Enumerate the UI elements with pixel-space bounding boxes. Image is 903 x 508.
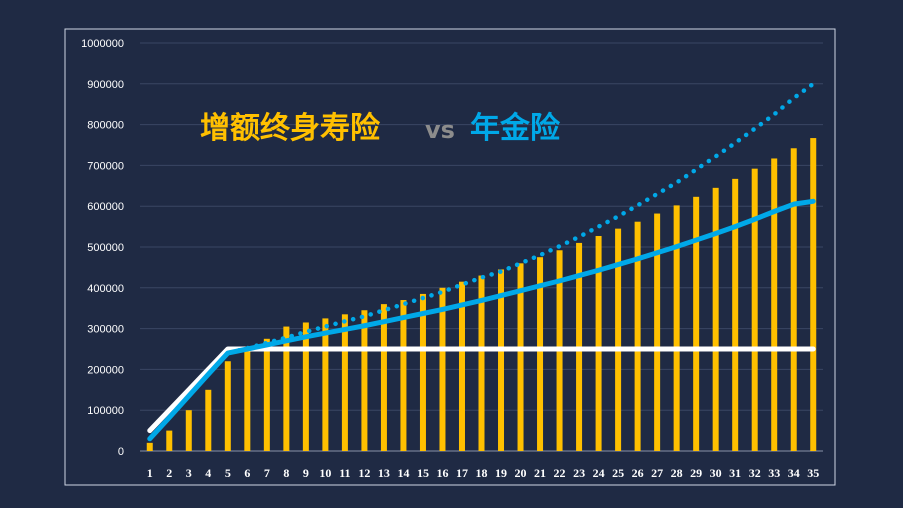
bar: [751, 168, 758, 451]
y-tick-label: 300000: [87, 324, 124, 336]
title-left: 增额终身寿险: [200, 111, 381, 146]
y-tick-label: 0: [118, 446, 124, 458]
x-tick-label: 14: [397, 466, 409, 480]
x-tick-label: 6: [244, 466, 250, 480]
y-tick-label: 400000: [87, 283, 124, 295]
x-tick-label: 18: [476, 466, 488, 480]
bar: [732, 178, 739, 451]
bar: [673, 205, 680, 451]
bar: [458, 281, 465, 451]
x-tick-label: 27: [651, 466, 663, 480]
line-series: [147, 81, 816, 442]
bar: [205, 389, 212, 451]
x-tick-label: 4: [205, 466, 211, 480]
bar: [419, 293, 426, 451]
y-tick-label: 900000: [87, 79, 124, 91]
x-tick-label: 5: [225, 466, 231, 480]
bar: [263, 338, 270, 451]
bar: [361, 310, 368, 451]
x-tick-label: 29: [690, 466, 702, 480]
x-tick-label: 8: [283, 466, 289, 480]
dotted-line-series: [147, 81, 816, 442]
y-tick-label: 100000: [87, 405, 124, 417]
x-tick-label: 26: [632, 466, 644, 480]
bar: [380, 304, 387, 451]
y-tick-label: 1000000: [81, 38, 124, 50]
x-tick-label: 34: [788, 466, 800, 480]
bar: [771, 158, 778, 452]
x-tick-label: 7: [264, 466, 270, 480]
bar: [224, 361, 231, 451]
bar: [283, 326, 290, 451]
bar: [146, 442, 153, 451]
y-tick-label: 600000: [87, 201, 124, 213]
x-tick-label: 28: [671, 466, 683, 480]
bar: [712, 187, 719, 451]
bar: [166, 430, 173, 451]
x-tick-label: 32: [749, 466, 761, 480]
bar: [634, 221, 641, 451]
bar: [185, 410, 192, 451]
line-series: [147, 346, 816, 434]
bar: [400, 300, 407, 451]
y-tick-label: 700000: [87, 160, 124, 172]
x-tick-label: 1: [147, 466, 153, 480]
bar: [595, 235, 602, 451]
bar: [322, 318, 329, 451]
x-tick-label: 20: [515, 466, 527, 480]
title-right: 年金险: [470, 111, 561, 146]
x-tick-label: 11: [339, 466, 350, 480]
bar: [302, 322, 309, 451]
y-tick-label: 500000: [87, 242, 124, 254]
bar: [790, 148, 797, 451]
bar: [810, 138, 817, 451]
bar: [439, 287, 446, 451]
x-tick-label: 13: [378, 466, 390, 480]
x-tick-label: 19: [495, 466, 507, 480]
x-tick-label: 15: [417, 466, 429, 480]
x-tick-label: 2: [166, 466, 172, 480]
y-axis-ticks: 0 100000 200000 300000 400000 500000 600000 700…: [81, 38, 124, 458]
x-tick-label: 16: [436, 466, 448, 480]
chart-frame: [64, 28, 836, 486]
bar: [341, 314, 348, 451]
x-tick-label: 23: [573, 466, 585, 480]
x-tick-label: 33: [768, 466, 780, 480]
bar-series: [146, 138, 817, 452]
x-tick-label: 17: [456, 466, 468, 480]
bar: [693, 196, 700, 451]
y-tick-label: 800000: [87, 120, 124, 132]
line-series: [147, 198, 816, 442]
x-tick-label: 24: [593, 466, 605, 480]
bar: [244, 346, 251, 451]
x-axis-ticks: 1 2 3 4 5 6 7 8 9 10 11 12 13 14 15 16 17 18 19 20 21 22 23 24 2…: [147, 466, 819, 480]
x-tick-label: 22: [554, 466, 566, 480]
title-vs: vs: [425, 116, 455, 144]
bar: [498, 269, 505, 451]
x-tick-label: 10: [319, 466, 331, 480]
x-tick-label: 25: [612, 466, 624, 480]
y-tick-label: 200000: [87, 364, 124, 376]
x-tick-label: 12: [358, 466, 370, 480]
bar: [654, 213, 661, 451]
x-tick-label: 30: [710, 466, 722, 480]
x-tick-label: 9: [303, 466, 309, 480]
x-tick-label: 3: [186, 466, 192, 480]
bar: [478, 275, 485, 451]
bar: [537, 257, 544, 451]
x-tick-label: 21: [534, 466, 546, 480]
x-tick-label: 31: [729, 466, 741, 480]
bar: [517, 263, 524, 451]
bar: [615, 228, 622, 451]
x-tick-label: 35: [807, 466, 819, 480]
